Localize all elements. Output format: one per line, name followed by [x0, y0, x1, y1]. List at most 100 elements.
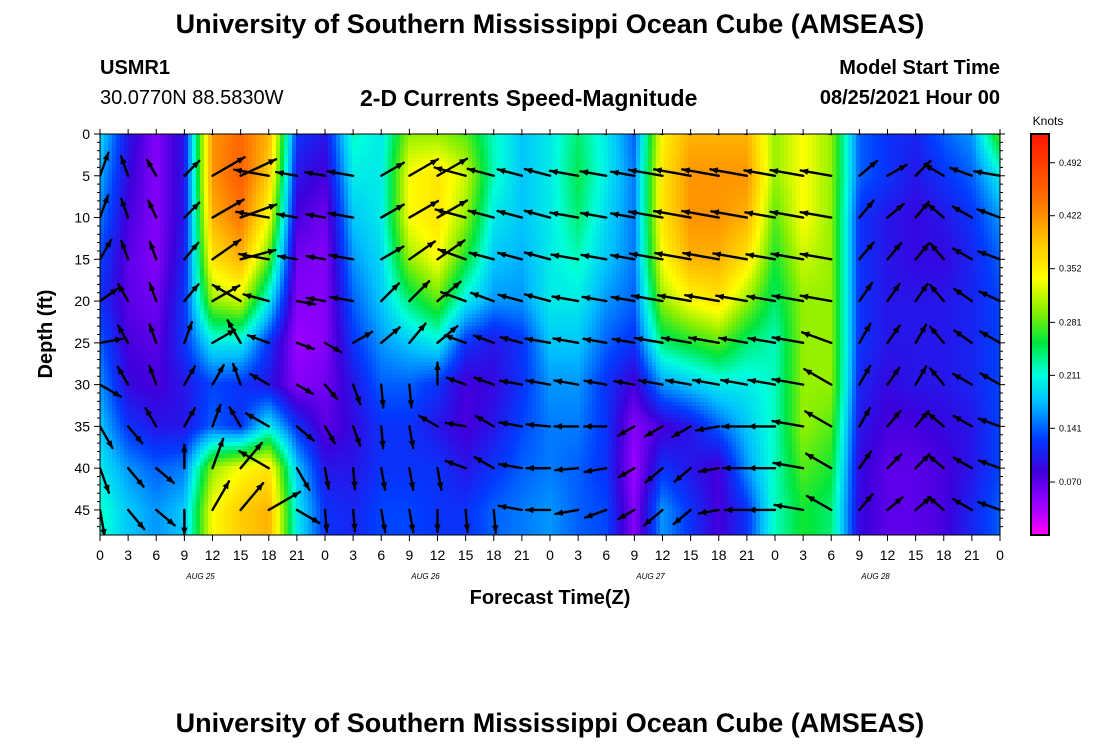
heatmap-cell	[760, 162, 765, 167]
heatmap-cell	[212, 186, 217, 191]
heatmap-cell	[956, 194, 961, 199]
heatmap-cell	[476, 206, 481, 211]
heatmap-cell	[276, 186, 281, 191]
heatmap-cell	[872, 178, 877, 183]
heatmap-cell	[376, 158, 381, 163]
heatmap-cell	[696, 138, 701, 143]
heatmap-cell	[348, 218, 353, 223]
heatmap-cell	[880, 142, 885, 147]
heatmap-cell	[144, 170, 149, 175]
heatmap-cell	[328, 166, 333, 171]
heatmap-cell	[776, 186, 781, 191]
heatmap-cell	[380, 202, 385, 207]
heatmap-cell	[472, 138, 477, 143]
heatmap-cell	[860, 134, 865, 139]
heatmap-cell	[352, 210, 357, 215]
heatmap-cell	[892, 174, 897, 179]
heatmap-cell	[128, 142, 133, 147]
heatmap-cell	[668, 162, 673, 167]
heatmap-cell	[412, 194, 417, 199]
heatmap-cell	[288, 154, 293, 159]
heatmap-cell	[956, 134, 961, 139]
heatmap-cell	[528, 186, 533, 191]
heatmap-cell	[224, 194, 229, 199]
heatmap-cell	[412, 142, 417, 147]
heatmap-cell	[432, 194, 437, 199]
heatmap-cell	[568, 134, 573, 139]
heatmap-cell	[844, 214, 849, 219]
heatmap-cell	[612, 162, 617, 167]
heatmap-cell	[812, 202, 817, 207]
heatmap-cell	[384, 186, 389, 191]
heatmap-cell	[436, 194, 441, 199]
heatmap-cell	[328, 218, 333, 223]
heatmap-cell	[380, 194, 385, 199]
heatmap-cell	[784, 198, 789, 203]
heatmap-cell	[504, 182, 509, 187]
heatmap-cell	[672, 194, 677, 199]
heatmap-cell	[312, 146, 317, 151]
heatmap-cell	[256, 142, 261, 147]
heatmap-cell	[180, 146, 185, 151]
heatmap-cell	[748, 174, 753, 179]
heatmap-cell	[560, 154, 565, 159]
heatmap-cell	[908, 210, 913, 215]
heatmap-cell	[940, 142, 945, 147]
heatmap-cell	[700, 178, 705, 183]
heatmap-cell	[984, 158, 989, 163]
heatmap-cell	[624, 202, 629, 207]
heatmap-cell	[196, 146, 201, 151]
heatmap-cell	[224, 150, 229, 155]
heatmap-cell	[712, 162, 717, 167]
heatmap-cell	[704, 142, 709, 147]
heatmap-cell	[480, 138, 485, 143]
heatmap-cell	[416, 154, 421, 159]
heatmap-cell	[336, 190, 341, 195]
heatmap-cell	[660, 154, 665, 159]
heatmap-cell	[476, 138, 481, 143]
heatmap-cell	[304, 174, 309, 179]
heatmap-cell	[612, 202, 617, 207]
heatmap-cell	[868, 210, 873, 215]
heatmap-cell	[604, 162, 609, 167]
heatmap-cell	[360, 218, 365, 223]
heatmap-cell	[124, 142, 129, 147]
heatmap-cell	[168, 162, 173, 167]
heatmap-cell	[428, 170, 433, 175]
heatmap-cell	[304, 190, 309, 195]
heatmap-cell	[616, 134, 621, 139]
heatmap-cell	[660, 138, 665, 143]
heatmap-cell	[752, 166, 757, 171]
heatmap-cell	[976, 214, 981, 219]
heatmap-cell	[656, 198, 661, 203]
heatmap-cell	[808, 198, 813, 203]
heatmap-cell	[228, 218, 233, 223]
heatmap-cell	[800, 142, 805, 147]
heatmap-cell	[580, 166, 585, 171]
heatmap-cell	[176, 190, 181, 195]
heatmap-cell	[272, 134, 277, 139]
heatmap-cell	[200, 194, 205, 199]
heatmap-cell	[628, 198, 633, 203]
heatmap-cell	[544, 198, 549, 203]
heatmap-cell	[740, 210, 745, 215]
heatmap-cell	[488, 166, 493, 171]
heatmap-cell	[464, 194, 469, 199]
heatmap-cell	[476, 182, 481, 187]
heatmap-cell	[480, 174, 485, 179]
heatmap-cell	[664, 218, 669, 223]
heatmap-cell	[312, 150, 317, 155]
heatmap-cell	[788, 138, 793, 143]
heatmap-cell	[684, 142, 689, 147]
heatmap-cell	[708, 186, 713, 191]
heatmap-cell	[420, 142, 425, 147]
heatmap-cell	[132, 138, 137, 143]
heatmap-cell	[548, 202, 553, 207]
heatmap-cell	[740, 178, 745, 183]
heatmap-cell	[500, 138, 505, 143]
heatmap-cell	[852, 194, 857, 199]
heatmap-cell	[740, 158, 745, 163]
heatmap-cell	[508, 194, 513, 199]
heatmap-cell	[112, 150, 117, 155]
heatmap-cell	[844, 154, 849, 159]
